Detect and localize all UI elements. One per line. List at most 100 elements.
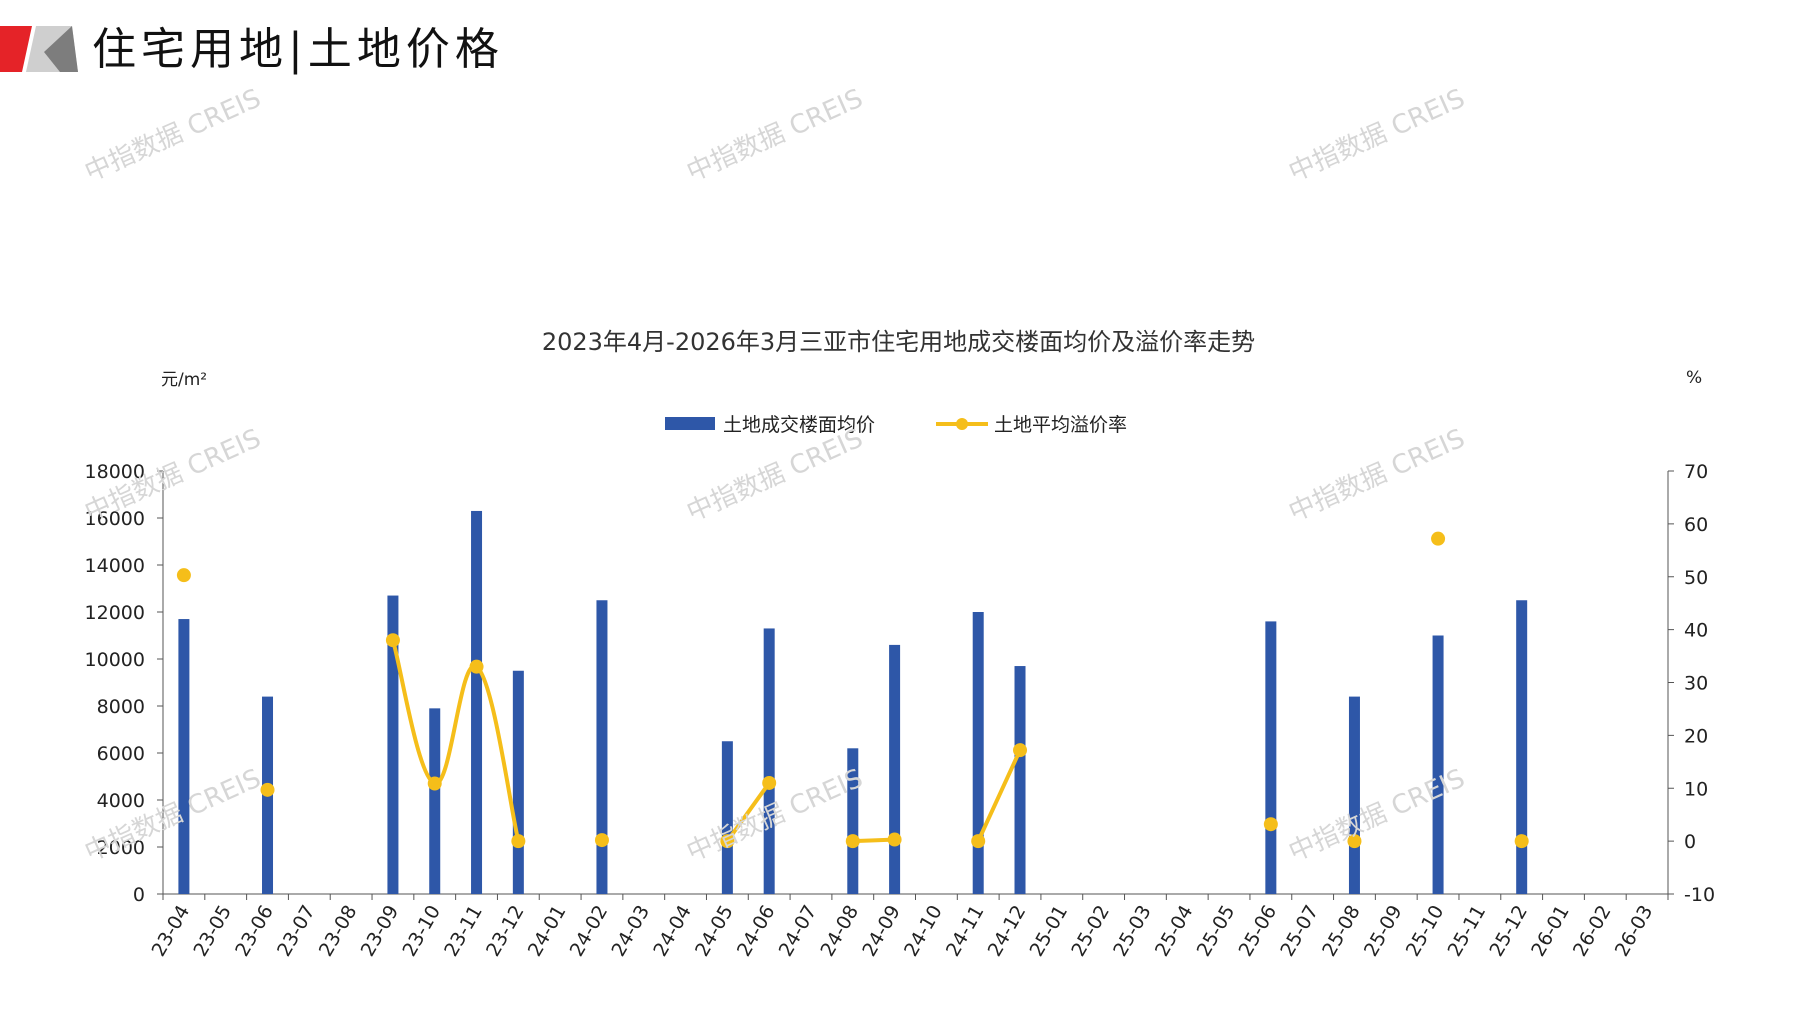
bar-23-11 (471, 510, 483, 894)
right-tick-label: 30 (1684, 673, 1708, 695)
bar-24-12 (1014, 666, 1026, 894)
x-tick-label: 26-03 (1611, 902, 1658, 961)
x-tick-label: 24-01 (524, 902, 571, 961)
point-25-08 (1347, 834, 1362, 849)
right-tick-label: 50 (1684, 567, 1708, 589)
x-tick-label: 24-05 (691, 902, 738, 961)
left-tick-label: 18000 (85, 461, 145, 483)
line-segment (976, 749, 1022, 842)
x-tick-label: 25-09 (1360, 902, 1407, 961)
bar-24-05 (721, 741, 733, 894)
x-tick-label: 24-07 (775, 902, 822, 961)
x-tick-label: 23-04 (148, 902, 195, 961)
x-tick-label: 23-05 (189, 902, 236, 961)
chart-legend: 土地成交楼面均价 土地平均溢价率 (0, 410, 1797, 440)
right-tick-label: 0 (1684, 831, 1696, 853)
x-tick-label: 26-01 (1527, 902, 1574, 961)
bar-23-04 (178, 619, 190, 894)
right-tick-label: 40 (1684, 620, 1708, 642)
page-title: 住宅用地|土地价格 (92, 24, 504, 75)
bar-24-09 (889, 644, 901, 894)
left-tick-label: 4000 (97, 790, 145, 812)
x-tick-label: 25-05 (1193, 902, 1240, 961)
legend-bar-label: 土地成交楼面均价 (723, 414, 876, 436)
point-23-04 (176, 568, 191, 583)
point-23-06 (260, 782, 275, 797)
left-tick-label: 10000 (85, 649, 145, 671)
point-25-06 (1263, 817, 1278, 832)
logo-red-shape (0, 26, 32, 72)
point-25-10 (1431, 531, 1446, 546)
point-24-09 (887, 832, 902, 847)
x-tick-label: 24-12 (984, 902, 1031, 961)
right-tick-label: -10 (1684, 884, 1715, 906)
bar-23-10 (429, 708, 441, 894)
point-24-11 (971, 834, 986, 849)
x-tick-label: 23-09 (357, 902, 404, 961)
line-segment (391, 639, 521, 842)
right-axis-unit: % (1686, 368, 1703, 388)
x-tick-label: 25-01 (1025, 902, 1072, 961)
point-24-12 (1013, 743, 1028, 758)
x-tick-label: 23-10 (398, 902, 445, 961)
point-24-06 (762, 775, 777, 790)
x-tick-label: 25-12 (1485, 902, 1532, 961)
point-24-02 (594, 833, 609, 848)
x-tick-label: 23-07 (273, 902, 320, 961)
x-tick-label: 24-08 (816, 902, 863, 961)
point-23-09 (385, 633, 400, 648)
bar-24-08 (847, 748, 859, 894)
bar-24-11 (972, 612, 984, 894)
x-tick-label: 25-08 (1318, 902, 1365, 961)
right-tick-label: 10 (1684, 778, 1708, 800)
x-tick-label: 23-06 (231, 902, 278, 961)
x-tick-label: 24-06 (733, 902, 780, 961)
bar-23-12 (512, 670, 524, 894)
x-tick-label: 25-03 (1109, 902, 1156, 961)
x-tick-label: 25-10 (1402, 902, 1449, 961)
point-23-12 (511, 834, 526, 849)
legend-line-label: 土地平均溢价率 (994, 414, 1128, 436)
x-tick-label: 25-06 (1235, 902, 1282, 961)
bar-25-10 (1432, 635, 1444, 894)
x-tick-label: 24-10 (900, 902, 947, 961)
chart-title: 2023年4月-2026年3月三亚市住宅用地成交楼面均价及溢价率走势 (541, 328, 1256, 356)
right-tick-label: 60 (1684, 514, 1708, 536)
point-23-10 (427, 776, 442, 791)
bar-24-02 (596, 600, 608, 894)
x-tick-label: 23-12 (482, 902, 529, 961)
bar-25-06 (1265, 621, 1277, 894)
legend-line-swatch (936, 417, 988, 430)
left-tick-label: 14000 (85, 555, 145, 577)
left-tick-label: 6000 (97, 743, 145, 765)
left-axis-unit: 元/m² (161, 370, 208, 390)
x-tick-label: 25-07 (1276, 902, 1323, 961)
brand-logo (0, 26, 78, 72)
bar-23-09 (387, 595, 399, 894)
point-25-12 (1514, 834, 1529, 849)
x-tick-label: 23-08 (315, 902, 362, 961)
left-tick-label: 0 (133, 884, 145, 906)
bar-24-06 (763, 628, 775, 894)
left-tick-label: 12000 (85, 602, 145, 624)
x-tick-label: 24-02 (566, 902, 613, 961)
legend-bar-swatch (665, 417, 715, 430)
x-tick-label: 24-09 (858, 902, 905, 961)
point-24-05 (720, 834, 735, 849)
x-tick-label: 26-02 (1569, 902, 1616, 961)
point-24-08 (845, 834, 860, 849)
x-tick-label: 24-04 (649, 902, 696, 961)
x-tick-label: 25-04 (1151, 902, 1198, 961)
logo-dark-shape (44, 26, 78, 72)
left-tick-label: 2000 (97, 837, 145, 859)
x-tick-label: 24-03 (607, 902, 654, 961)
left-tick-label: 8000 (97, 696, 145, 718)
left-tick-label: 16000 (85, 508, 145, 530)
x-tick-label: 25-11 (1444, 902, 1491, 961)
bar-25-08 (1348, 696, 1360, 894)
legend-item-bar: 土地成交楼面均价 (665, 410, 875, 437)
x-tick-label: 23-11 (440, 902, 487, 961)
x-tick-label: 25-02 (1067, 902, 1114, 961)
x-tick-label: 24-11 (942, 901, 989, 960)
